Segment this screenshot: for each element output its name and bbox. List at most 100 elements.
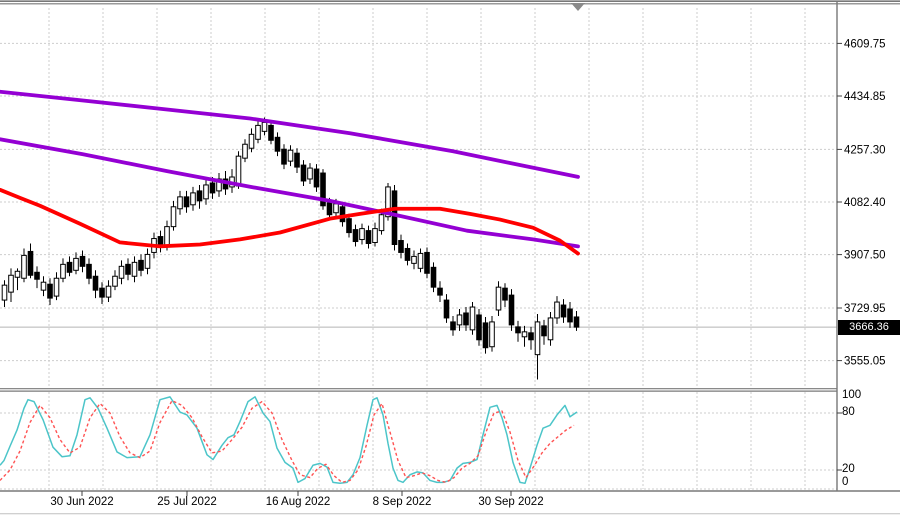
- candle-down: [125, 263, 131, 275]
- candle-up: [521, 331, 528, 338]
- candle-down: [476, 314, 482, 341]
- price-axis-label: 4434.85: [844, 91, 886, 103]
- candle-up: [287, 149, 294, 162]
- candle-down: [274, 136, 281, 152]
- candle-down: [86, 263, 92, 279]
- candle-down: [209, 182, 216, 194]
- candle-up: [248, 133, 255, 149]
- candle-up: [235, 155, 242, 187]
- price-axis-label: 4257.30: [844, 144, 886, 156]
- time-axis-label: 8 Sep 2022: [373, 496, 432, 508]
- candle-down: [27, 250, 34, 276]
- candle-down: [502, 287, 508, 301]
- oscillator-axis-label: 100: [842, 389, 861, 401]
- price-axis-label: 3555.05: [844, 356, 886, 368]
- candle-up: [60, 263, 66, 279]
- stochastic-d-line: [0, 399, 575, 484]
- gridlines: [0, 8, 837, 490]
- candle-up: [333, 203, 339, 214]
- candle-up: [40, 281, 47, 291]
- candle-down: [398, 240, 404, 253]
- candle-down: [47, 283, 53, 299]
- candle-up: [385, 186, 391, 218]
- candle-down: [515, 326, 521, 334]
- candle-down: [268, 124, 274, 141]
- candle-down: [352, 229, 359, 243]
- candle-down: [92, 275, 99, 291]
- candle-down: [482, 322, 489, 349]
- candle-up: [21, 254, 27, 279]
- candle-down: [320, 172, 326, 207]
- candle-down: [138, 259, 144, 271]
- oscillator-axis-label: 0: [842, 476, 848, 488]
- time-axis-label: 25 Jul 2022: [157, 496, 216, 508]
- candle-up: [261, 121, 268, 132]
- candle-down: [463, 312, 469, 326]
- candle-down: [294, 152, 300, 168]
- candle-down: [99, 287, 105, 298]
- candle-down: [339, 206, 346, 223]
- candle-up: [378, 214, 385, 232]
- price-axis-label: 4609.75: [844, 38, 886, 50]
- candle-up: [469, 306, 476, 331]
- candle-up: [372, 228, 378, 244]
- candle-up: [105, 285, 112, 298]
- candle-up: [534, 321, 541, 356]
- candle-down: [79, 255, 86, 267]
- candle-up: [190, 192, 196, 206]
- candle-down: [365, 230, 372, 245]
- candle-down: [196, 190, 203, 202]
- candle-up: [495, 286, 502, 311]
- price-axis-label: 3907.50: [844, 250, 886, 262]
- candle-down: [183, 196, 190, 208]
- candle-up: [255, 124, 261, 140]
- candle-down: [346, 218, 352, 234]
- candle-up: [170, 206, 177, 228]
- candle-up: [118, 265, 125, 279]
- candle-down: [437, 287, 443, 296]
- candle-down: [560, 304, 567, 318]
- candle-up: [216, 178, 222, 192]
- candle-down: [66, 261, 73, 273]
- candle-up: [203, 184, 209, 200]
- price-axis-label: 3729.95: [844, 303, 886, 315]
- panel-separator-bg: [0, 387, 838, 392]
- candle-down: [300, 164, 307, 182]
- candle-up: [73, 257, 79, 271]
- axis-labels: 4609.75 4434.85 4257.30 4082.40 3907.50 3729.…: [50, 38, 885, 508]
- time-axis-label: 30 Sep 2022: [478, 496, 543, 508]
- candle-up: [8, 274, 14, 293]
- candle-down: [443, 299, 450, 319]
- candle-up: [1, 284, 8, 301]
- candle-down: [430, 266, 437, 288]
- stochastic-oscillator: [0, 396, 578, 485]
- candle-up: [359, 228, 365, 241]
- candle-down: [326, 202, 333, 216]
- candle-up: [144, 253, 151, 269]
- candle-down: [450, 321, 456, 331]
- ma-short-red: [0, 187, 580, 256]
- candle-down: [424, 251, 430, 274]
- candle-up: [242, 143, 248, 159]
- candle-up: [456, 314, 463, 326]
- candle-down: [567, 308, 573, 323]
- candle-down: [313, 168, 320, 188]
- candle-up: [53, 277, 60, 297]
- candle-down: [508, 294, 515, 326]
- oscillator-axis-label: 20: [842, 463, 855, 475]
- stochastic-k-line: [0, 396, 578, 485]
- candle-up: [131, 261, 138, 277]
- candle-up: [411, 255, 417, 264]
- candle-down: [281, 148, 287, 165]
- scroll-to-end-marker-icon: [571, 3, 585, 11]
- candle-down: [391, 190, 398, 245]
- time-axis-label: 30 Jun 2022: [50, 496, 113, 508]
- candle-down: [528, 332, 534, 341]
- ma-mid-purple: [0, 137, 580, 249]
- ma-long-purple: [0, 89, 580, 179]
- candle-up: [14, 270, 21, 278]
- candles: [1, 117, 580, 380]
